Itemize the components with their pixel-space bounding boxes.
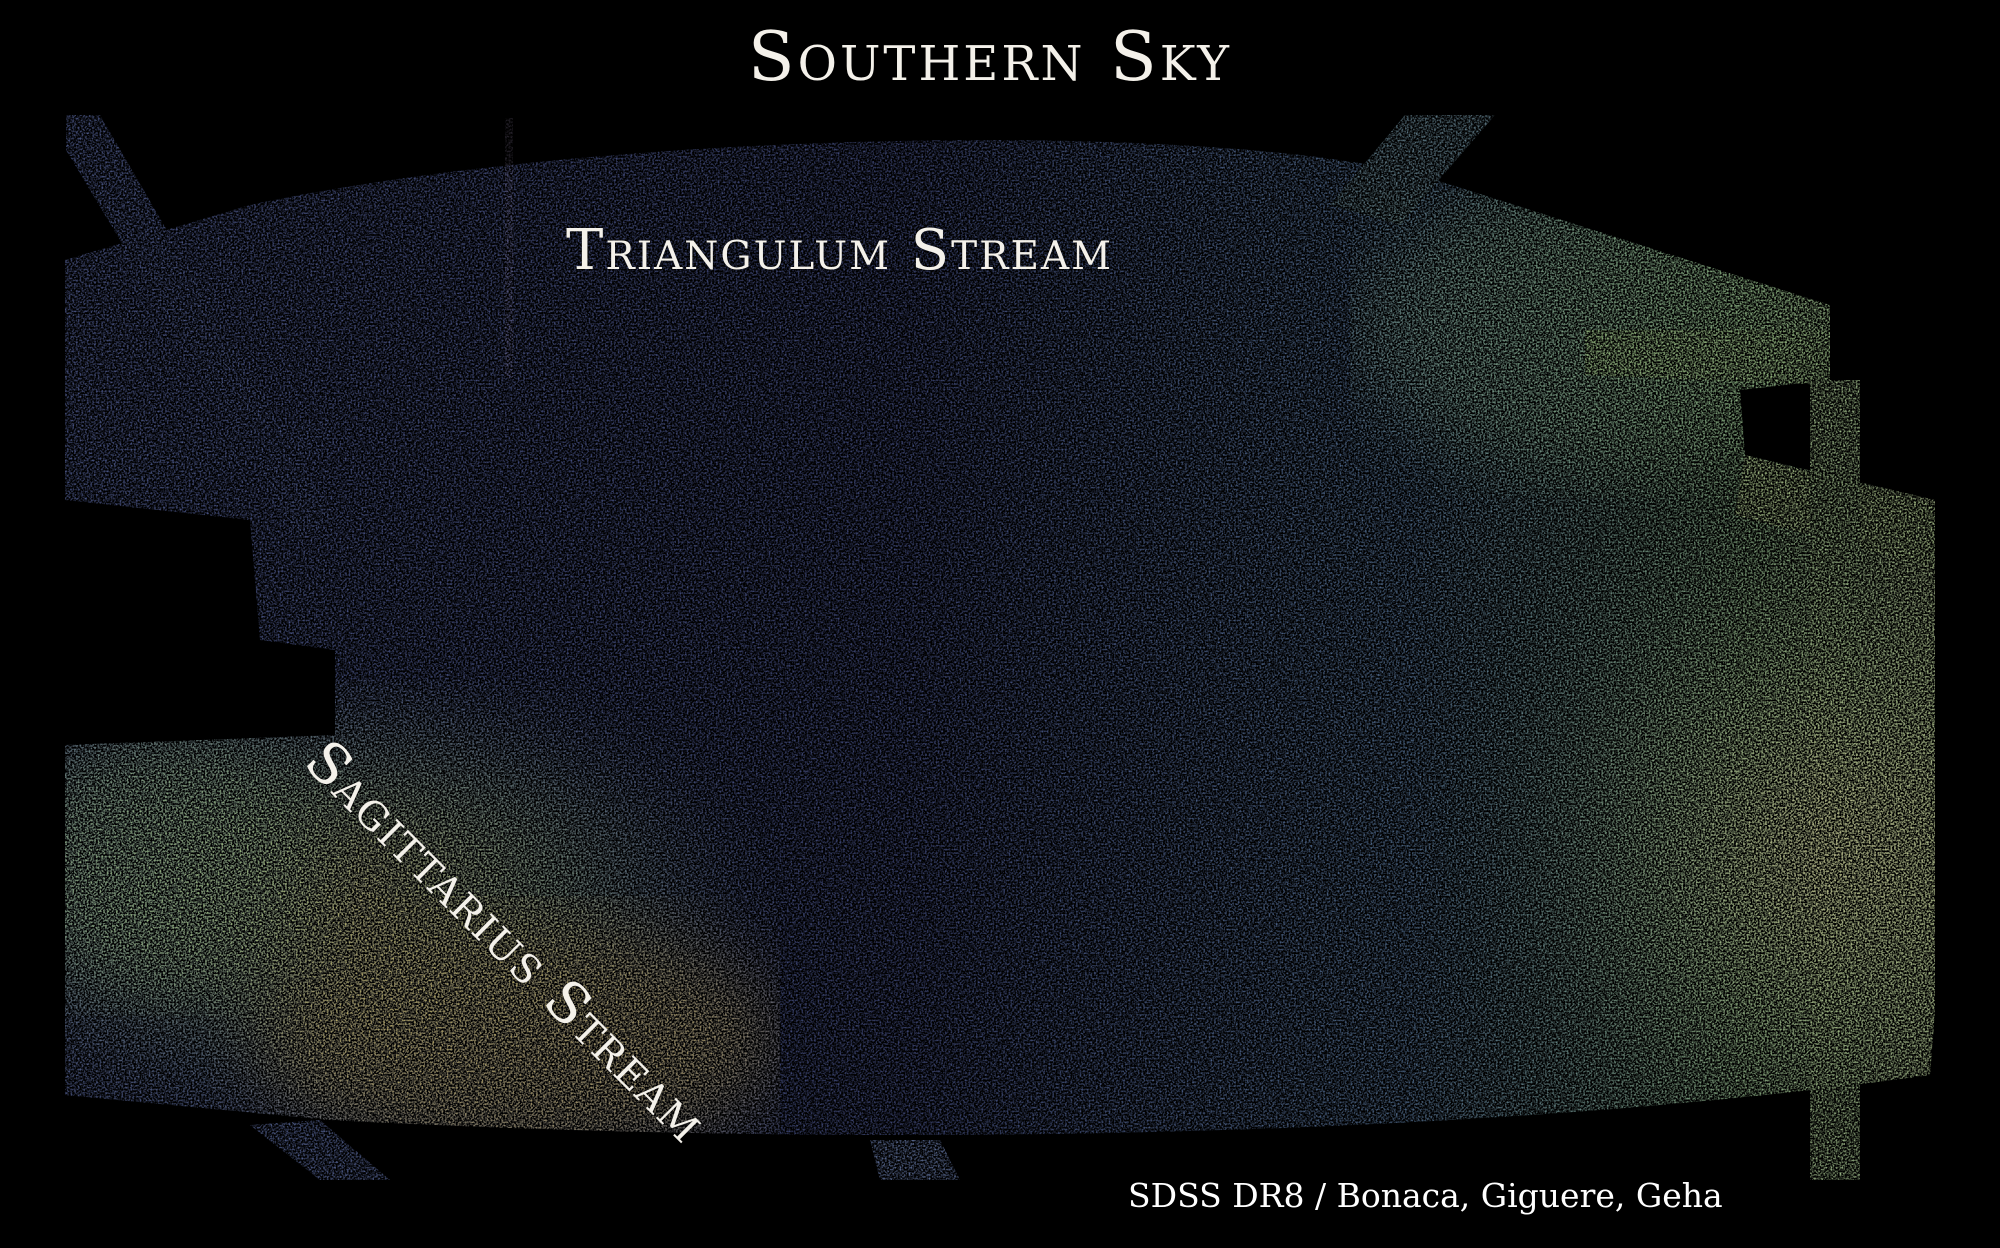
survey-stripe-bottom-left: [250, 1120, 390, 1180]
figure-title: Southern Sky: [748, 18, 1232, 97]
survey-stripe-top-right: [1330, 115, 1495, 225]
survey-stripe-bottom: [870, 1140, 960, 1180]
triangulum-stream-label: Triangulum Stream: [566, 218, 1114, 283]
image-credit: SDSS DR8 / Bonaca, Giguere, Geha: [1128, 1176, 1723, 1215]
survey-footprint: [65, 115, 1935, 1180]
survey-stripe-left-horizontal: [66, 418, 330, 495]
